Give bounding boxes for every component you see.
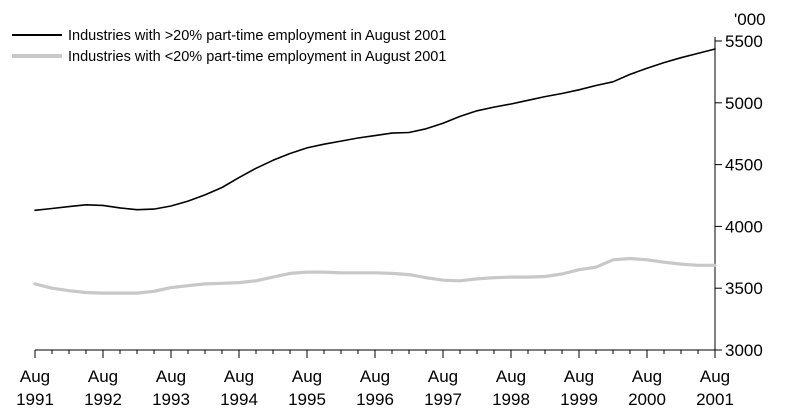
x-tick-label: Aug xyxy=(564,367,594,386)
x-tick-label: 1999 xyxy=(560,390,598,409)
x-tick-label: Aug xyxy=(224,367,254,386)
legend: Industries with >20% part-time employmen… xyxy=(12,28,446,65)
x-tick-label: 1994 xyxy=(220,390,258,409)
x-tick-label: 1996 xyxy=(356,390,394,409)
y-tick-label: 4000 xyxy=(725,217,763,236)
x-tick-label: 2001 xyxy=(696,390,734,409)
series-line-1 xyxy=(34,48,716,212)
x-tick-label: Aug xyxy=(496,367,526,386)
y-tick-label: 5500 xyxy=(725,32,763,51)
y-tick-label: 4500 xyxy=(725,156,763,175)
x-tick-label: Aug xyxy=(700,367,730,386)
legend-label-series-2: Industries with <20% part-time employmen… xyxy=(68,49,446,65)
x-tick-label: 1993 xyxy=(152,390,190,409)
x-tick-label: 2000 xyxy=(628,390,666,409)
x-tick-label: Aug xyxy=(360,367,390,386)
plot-area xyxy=(33,48,717,295)
x-tick-label: Aug xyxy=(428,367,458,386)
y-tick-label: 3500 xyxy=(725,279,763,298)
x-tick-label: Aug xyxy=(632,367,662,386)
y-tick-label: 5000 xyxy=(725,94,763,113)
x-tick-label: Aug xyxy=(292,367,322,386)
x-tick-label: 1991 xyxy=(16,390,54,409)
x-tick-label: 1998 xyxy=(492,390,530,409)
x-tick-label: 1997 xyxy=(424,390,462,409)
x-tick-label: 1995 xyxy=(288,390,326,409)
legend-label-series-1: Industries with >20% part-time employmen… xyxy=(68,28,446,44)
series-line-2 xyxy=(33,256,717,295)
x-tick-label: 1992 xyxy=(84,390,122,409)
x-tick-label: Aug xyxy=(20,367,50,386)
x-tick-label: Aug xyxy=(156,367,186,386)
y-axis-unit-label: '000 xyxy=(734,10,766,29)
x-tick-label: Aug xyxy=(88,367,118,386)
axes: Aug 1991 Aug 1992 Aug 1993 Aug 1994 Aug 1995 Aug 19… xyxy=(16,32,763,409)
y-tick-label: 3000 xyxy=(725,341,763,360)
